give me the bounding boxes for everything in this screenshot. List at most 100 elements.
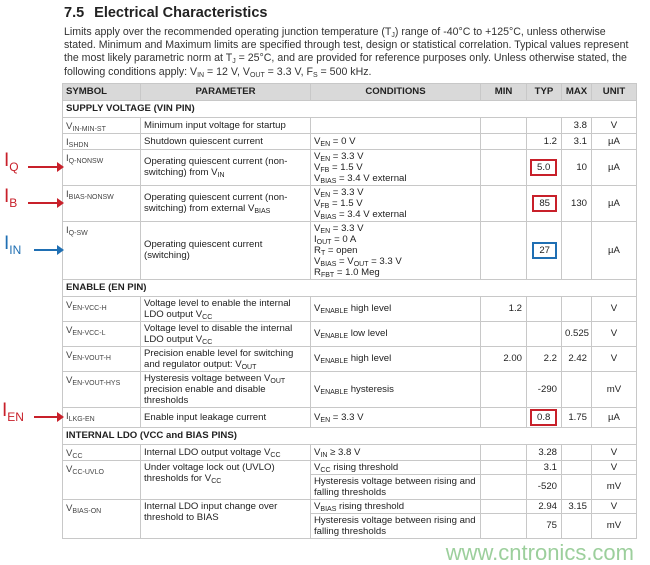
min-cell xyxy=(480,443,527,461)
typ-value: 2.94 xyxy=(538,500,557,512)
max-cell xyxy=(561,295,592,322)
typ-cell: 27 xyxy=(526,220,562,280)
unit-cell: V xyxy=(591,498,637,514)
parameter-cell: Operating quiescent current (non-switchi… xyxy=(140,184,311,222)
min-cell xyxy=(480,473,527,500)
section-title: 7.5 Electrical Characteristics xyxy=(64,5,268,21)
column-header: CONDITIONS xyxy=(310,82,481,101)
max-value: 10 xyxy=(576,161,587,173)
electrical-characteristics-table: SYMBOL PARAMETER CONDITIONS MIN TYP MAX UNIT S… xyxy=(62,82,637,539)
max-value: 1.75 xyxy=(568,411,587,423)
arrow-iq xyxy=(28,162,64,173)
arrow-iin xyxy=(34,245,64,256)
parameter-cell: Under voltage lock out (UVLO) thresholds… xyxy=(140,459,311,500)
section-row: ENABLE (EN PIN) xyxy=(62,278,637,297)
unit-cell: V xyxy=(591,443,637,461)
intro-paragraph: Limits apply over the recommended operat… xyxy=(64,26,629,79)
max-cell: 1.75 xyxy=(561,406,592,428)
table-row: VIN-MIN-ST Minimum input voltage for star… xyxy=(62,116,637,134)
min-cell xyxy=(480,184,527,222)
symbol-cell: VBIAS-ON xyxy=(62,498,141,539)
document-content: 7.5 Electrical Characteristics Limits app… xyxy=(62,0,638,565)
arrow-ien xyxy=(34,412,64,423)
min-cell xyxy=(480,459,527,475)
parameter-cell: Operating quiescent current (switching) xyxy=(140,220,311,280)
unit-cell: V xyxy=(591,320,637,347)
min-cell xyxy=(480,132,527,150)
annotation-iq: IQ xyxy=(4,150,19,175)
section-heading: ENABLE (EN PIN) xyxy=(62,278,637,297)
typ-cell: 0.8 xyxy=(526,406,562,428)
typ-cell: 85 xyxy=(526,184,562,222)
table-row: IQ-NONSW Operating quiescent current (non… xyxy=(62,148,637,186)
parameter-cell: Voltage level to disable the internal LD… xyxy=(140,320,311,347)
column-header: MIN xyxy=(480,82,527,101)
typ-cell xyxy=(526,295,562,322)
min-cell xyxy=(480,320,527,347)
conditions-cell: VENABLE low level xyxy=(310,320,481,347)
watermark: www.cntronics.com xyxy=(445,539,634,565)
min-cell: 2.00 xyxy=(480,345,527,372)
max-cell xyxy=(561,370,592,408)
table-row: Hysteresis voltage between rising and fa… xyxy=(63,473,637,500)
typ-value: 75 xyxy=(546,520,557,532)
min-cell xyxy=(480,116,527,134)
parameter-cell: Enable input leakage current xyxy=(140,406,311,428)
table-row: VBIAS-ON Internal LDO input change over t… xyxy=(62,498,637,539)
max-cell: 130 xyxy=(561,184,592,222)
unit-cell: V xyxy=(591,459,637,475)
max-cell: 10 xyxy=(561,148,592,186)
min-cell xyxy=(480,220,527,280)
conditions-cell: Hysteresis voltage between rising and fa… xyxy=(310,473,481,500)
conditions-cell xyxy=(310,116,481,134)
section-heading: INTERNAL LDO (VCC and BIAS PINS) xyxy=(62,426,637,445)
symbol-cell: IQ-NONSW xyxy=(62,148,141,186)
unit-cell: V xyxy=(591,116,637,134)
min-cell xyxy=(480,406,527,428)
max-value: 0.525 xyxy=(565,328,590,340)
table-row: ILKG-EN Enable input leakage current VEN =… xyxy=(62,406,637,428)
symbol-cell: ILKG-EN xyxy=(62,406,141,428)
unit-cell: µA xyxy=(591,406,637,428)
max-value: 130 xyxy=(570,197,587,209)
typ-value: 3.1 xyxy=(543,461,557,473)
max-value: 3.1 xyxy=(573,135,587,147)
typ-value: 3.28 xyxy=(538,446,557,458)
parameter-cell: Hysteresis voltage between VOUT precisio… xyxy=(140,370,311,408)
max-value: 3.15 xyxy=(568,500,587,512)
parameter-cell: Precision enable level for switching and… xyxy=(140,345,311,372)
typ-cell: 2.2 xyxy=(526,345,562,372)
unit-cell: µA xyxy=(591,132,637,150)
min-cell xyxy=(480,498,527,514)
table-row: IQ-SW Operating quiescent current (switch… xyxy=(62,220,637,280)
min-value: 2.00 xyxy=(503,353,522,365)
parameter-cell: Internal LDO output voltage VCC xyxy=(140,443,311,461)
min-cell xyxy=(480,148,527,186)
conditions-cell: VEN = 3.3 V xyxy=(310,406,481,428)
symbol-cell: VEN-VOUT-HYS xyxy=(62,370,141,408)
highlighted-value: 85 xyxy=(532,194,557,212)
max-cell xyxy=(561,512,592,539)
typ-cell: 3.1 xyxy=(526,459,562,475)
annotation-ien: IEN xyxy=(2,400,24,425)
parameter-cell: Shutdown quiescent current xyxy=(140,132,311,150)
unit-cell: V xyxy=(591,345,637,372)
table-row: ISHDN Shutdown quiescent current VEN = 0 V… xyxy=(62,132,637,150)
conditions-cell: VENABLE high level xyxy=(310,345,481,372)
unit-cell: µA xyxy=(591,184,637,222)
section-row: SUPPLY VOLTAGE (VIN PIN) xyxy=(62,99,637,118)
max-cell xyxy=(561,459,592,475)
min-cell: 1.2 xyxy=(480,295,527,322)
table-row: IBIAS-NONSW Operating quiescent current (… xyxy=(62,184,637,222)
parameter-cell: Internal LDO input change over threshold… xyxy=(140,498,311,539)
parameter-cell: Voltage level to enable the internal LDO… xyxy=(140,295,311,322)
typ-cell xyxy=(526,320,562,347)
max-cell xyxy=(561,220,592,280)
symbol-cell: IBIAS-NONSW xyxy=(62,184,141,222)
column-header: MAX xyxy=(561,82,592,101)
unit-cell: mV xyxy=(591,473,637,500)
max-cell: 3.8 xyxy=(561,116,592,134)
typ-cell: -520 xyxy=(526,473,562,500)
typ-value: 1.2 xyxy=(543,135,557,147)
typ-value: -290 xyxy=(537,383,557,395)
